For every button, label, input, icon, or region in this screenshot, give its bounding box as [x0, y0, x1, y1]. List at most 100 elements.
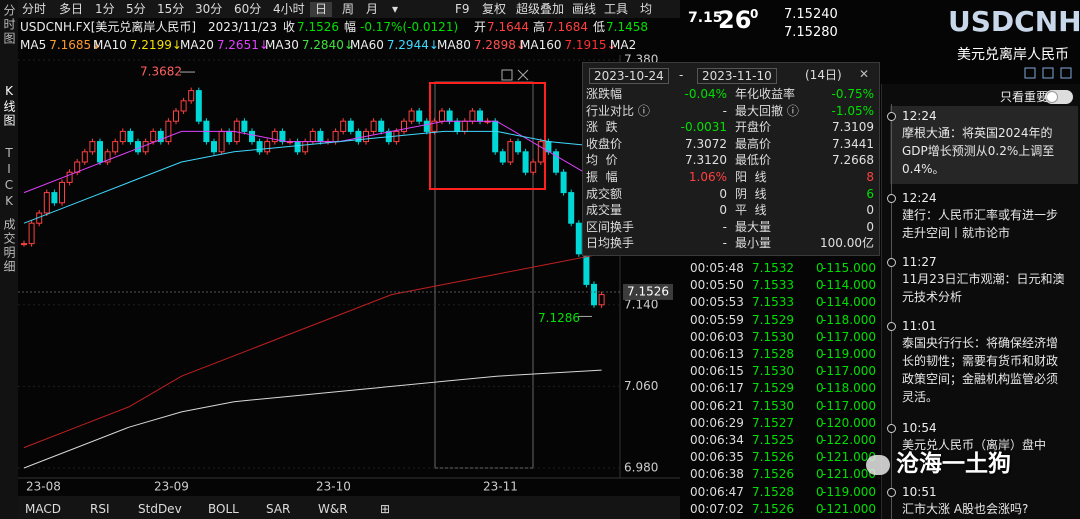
tick-time: 00:05:53 [690, 295, 744, 310]
tool-button[interactable]: 均 [640, 2, 653, 16]
icon[interactable] [1024, 67, 1036, 79]
period-active [310, 2, 332, 17]
toggle[interactable] [1045, 90, 1073, 104]
symbol-code: USDCNH [948, 5, 1080, 38]
indicator-tab[interactable]: StdDev [138, 502, 182, 516]
price-big: 26 [718, 6, 752, 34]
tick-price: 7.1528 [752, 348, 794, 360]
indicator-tab[interactable]: BOLL [208, 502, 239, 516]
indicator-tab[interactable]: SAR [266, 502, 291, 516]
candle [332, 130, 339, 143]
y-tick-label: 6.980 [624, 461, 658, 475]
period-tab[interactable]: 15分 [157, 2, 185, 16]
period-tab[interactable]: 30分 [195, 2, 223, 16]
box-close[interactable] [517, 69, 529, 81]
candle [583, 253, 590, 285]
period-tab[interactable]: 周 [342, 2, 355, 16]
candle [439, 110, 445, 122]
tick-volume: 0 [816, 433, 824, 447]
candle [575, 222, 582, 255]
candle [408, 110, 415, 122]
side-tab[interactable]: 分时图 [2, 4, 16, 46]
news-text[interactable]: 美元兑人民币（离岸）盘中 [902, 438, 1047, 452]
tool-button[interactable]: 复权 [482, 2, 507, 16]
stat-value: - [722, 103, 727, 118]
stat-value: -0.75% [831, 87, 874, 101]
indicator-tab[interactable]: ⊞ [380, 502, 391, 516]
period-tab[interactable]: ▾ [392, 2, 399, 16]
side-tab[interactable]: 成交明细 [2, 218, 16, 274]
tool-button[interactable]: 工具 [604, 2, 629, 16]
candle [279, 130, 286, 143]
tick-volume: 0 [816, 501, 824, 516]
period-tab[interactable]: 多日 [59, 2, 84, 16]
tick-time: 00:06:38 [690, 467, 744, 482]
tick-change: -122.000 [822, 433, 876, 447]
quote-change: -0.17%(-0.0121) [360, 20, 459, 34]
news-text[interactable]: 汇市大涨 A股也会涨吗? [902, 502, 1029, 516]
news-text[interactable]: 建行：人民币汇率或有进一步走升空间丨就市论市 [902, 208, 1059, 240]
tool-button[interactable]: F9 [455, 2, 470, 16]
icon[interactable] [1060, 67, 1072, 79]
tick-change: -117.000 [822, 398, 876, 413]
tick-price: 7.1528 [752, 485, 794, 498]
ma-legend: MA2 [610, 39, 636, 51]
stat-label: 年化收益率 [735, 87, 796, 101]
ma-legend: MA5 7.1685↓ [20, 39, 101, 51]
ma-value: 7.2840↓ [301, 38, 354, 52]
candle [211, 141, 217, 153]
tick-change: -121.000 [822, 467, 876, 482]
period-tab[interactable]: 5分 [126, 2, 146, 16]
indicator-tab[interactable]: W&R [318, 502, 348, 516]
quote-low-label: 低 [593, 20, 606, 34]
date-select[interactable]: 2023-11-10 [697, 68, 777, 84]
indicator-tab[interactable]: MACD [25, 502, 61, 516]
period-tab[interactable]: 日 [315, 2, 328, 16]
candle [294, 141, 301, 153]
close-button[interactable]: ✕ [859, 67, 870, 81]
box-icon[interactable] [501, 69, 513, 81]
stat-label: 最小量 [735, 236, 772, 251]
stat-label: 最高价 [735, 136, 772, 151]
tick-change: -118.000 [822, 381, 876, 396]
stat-label: 涨跌幅 [586, 87, 623, 101]
period-tab[interactable]: 60分 [234, 2, 262, 16]
max-label: 7.3682 [140, 65, 182, 79]
candle [446, 110, 453, 122]
news-time: 10:51 [902, 485, 937, 499]
quote-change-label: 幅 [344, 20, 357, 34]
news-text[interactable]: 摩根大通：将英国2024年的GDP增长预测从0.2%上调至0.4%。 [902, 126, 1055, 176]
candle [522, 151, 529, 173]
side-tab[interactable]: TICK [2, 146, 16, 210]
candle [218, 130, 225, 153]
icon[interactable] [1042, 67, 1054, 79]
news-time: 12:24 [902, 109, 937, 123]
indicator-tab[interactable]: RSI [90, 502, 110, 516]
candle [560, 171, 567, 194]
candle [568, 192, 575, 224]
tool-button[interactable]: 画线 [572, 2, 597, 16]
date-select[interactable]: 2023-10-24 [589, 68, 669, 84]
news-text[interactable]: 11月23日汇市观潮：日元和澳元技术分析 [902, 272, 1065, 304]
period-tab[interactable]: 分时 [22, 2, 47, 16]
tick-time: 00:06:13 [690, 347, 744, 361]
last-price-label: 7.1526 [627, 284, 669, 298]
ma-value: 7.2651↓ [216, 38, 269, 52]
candle [355, 130, 362, 143]
ma-value: 7.2199↓ [129, 38, 182, 52]
period-tab[interactable]: 1分 [95, 2, 115, 16]
tick-change: -115.000 [822, 261, 876, 275]
period-tab[interactable]: 4小时 [273, 2, 305, 16]
stat-value: 7.3120 [685, 153, 727, 168]
quote-symbol: USDCNH.FX[美元兑离岸人民币] [20, 20, 197, 34]
ma-name: MA80 [437, 38, 471, 52]
period-tab[interactable]: 月 [366, 2, 379, 16]
tick-price: 7.1525 [752, 434, 794, 446]
side-tab[interactable]: K线图 [2, 84, 16, 128]
news-text[interactable]: 泰国央行行长：将确保经济增长的韧性；需要有货币和财政政策空间；金融机构监管必须灵… [902, 336, 1059, 404]
candle [264, 141, 271, 153]
ma-value: 7.1915↓ [564, 38, 617, 52]
stat-label: 收盘价 [586, 136, 623, 151]
tool-button[interactable]: 超级叠加 [516, 2, 565, 16]
